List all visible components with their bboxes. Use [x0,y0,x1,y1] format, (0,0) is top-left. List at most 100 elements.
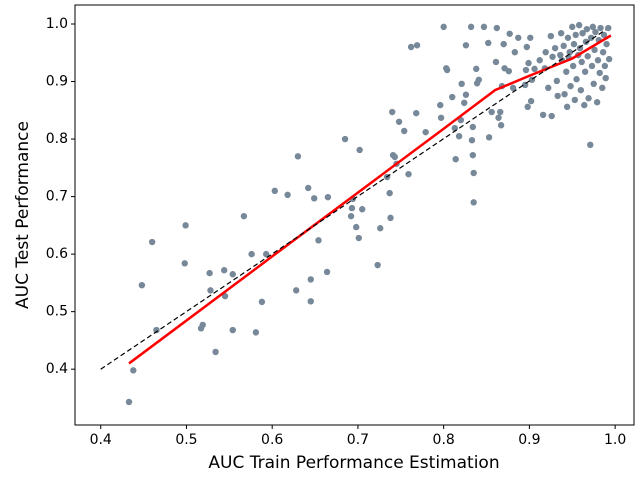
point [347,212,355,220]
point [599,84,606,92]
point [413,42,421,49]
point [497,122,505,129]
point [488,108,495,116]
point [462,91,470,98]
x-tick-label: 0.5 [175,432,197,448]
point [353,223,360,231]
point [252,329,260,336]
point [359,206,366,213]
point [292,287,300,294]
point [458,80,465,88]
point [548,112,555,120]
x-axis-title: AUC Train Performance Estimation [208,453,499,473]
point [569,62,577,70]
point [248,250,255,258]
point [569,23,576,31]
y-tick-label: 0.6 [46,246,68,262]
point [125,398,133,406]
reference-line [100,29,607,370]
point [294,153,302,160]
point [311,195,318,202]
point [602,74,609,82]
point [506,30,513,37]
point [307,298,314,305]
point [207,287,214,294]
x-tick-label: 0.9 [518,432,540,448]
point [407,43,415,51]
point [524,103,531,111]
point [592,28,599,36]
point [470,169,477,177]
point [599,48,607,56]
point [596,69,603,77]
x-tick-label: 1.0 [604,432,626,448]
point [220,267,228,274]
y-tick-label: 0.5 [46,304,68,320]
point [355,234,362,242]
point [148,238,156,246]
point [284,191,291,199]
point [315,237,322,244]
point [485,39,492,47]
point [182,222,189,229]
point [391,153,398,161]
point [605,55,613,63]
point [262,250,270,258]
point [473,65,480,73]
point [551,44,559,52]
point [389,108,396,116]
point [461,99,468,107]
y-tick-label: 0.7 [46,189,68,205]
point [492,58,500,66]
point [452,155,459,163]
point [593,99,601,106]
point [575,21,583,29]
point [443,66,451,74]
y-tick-label: 1.0 [46,16,68,32]
point [588,62,596,70]
point [405,170,412,178]
point [581,68,589,75]
point [563,103,571,111]
point [581,101,588,109]
point [271,187,278,195]
point [605,24,612,32]
point [440,23,447,31]
x-tick-label: 0.6 [261,432,283,448]
point [585,95,592,102]
point [462,42,470,49]
point [509,84,517,92]
point [547,32,555,40]
point [583,25,591,33]
point [589,23,597,31]
point [395,118,403,125]
point [377,225,384,232]
x-tick-label: 0.8 [433,432,455,448]
point [525,59,532,67]
point [563,68,570,75]
point [600,31,608,39]
point [341,135,349,143]
point [527,34,534,41]
point [229,271,236,278]
point [413,109,420,117]
point [130,367,137,374]
point [531,65,538,73]
point [437,101,444,109]
point [348,204,356,212]
point [577,86,585,94]
point [539,111,547,119]
point [497,108,504,116]
point [240,212,248,220]
point [570,40,578,48]
point [549,53,556,60]
point [523,43,531,51]
point [199,321,206,329]
point [422,128,429,136]
point [572,31,579,39]
point [536,57,543,64]
x-tick-label: 0.4 [90,432,112,448]
y-tick-label: 0.9 [46,74,68,90]
x-tick-label: 0.7 [347,432,369,448]
